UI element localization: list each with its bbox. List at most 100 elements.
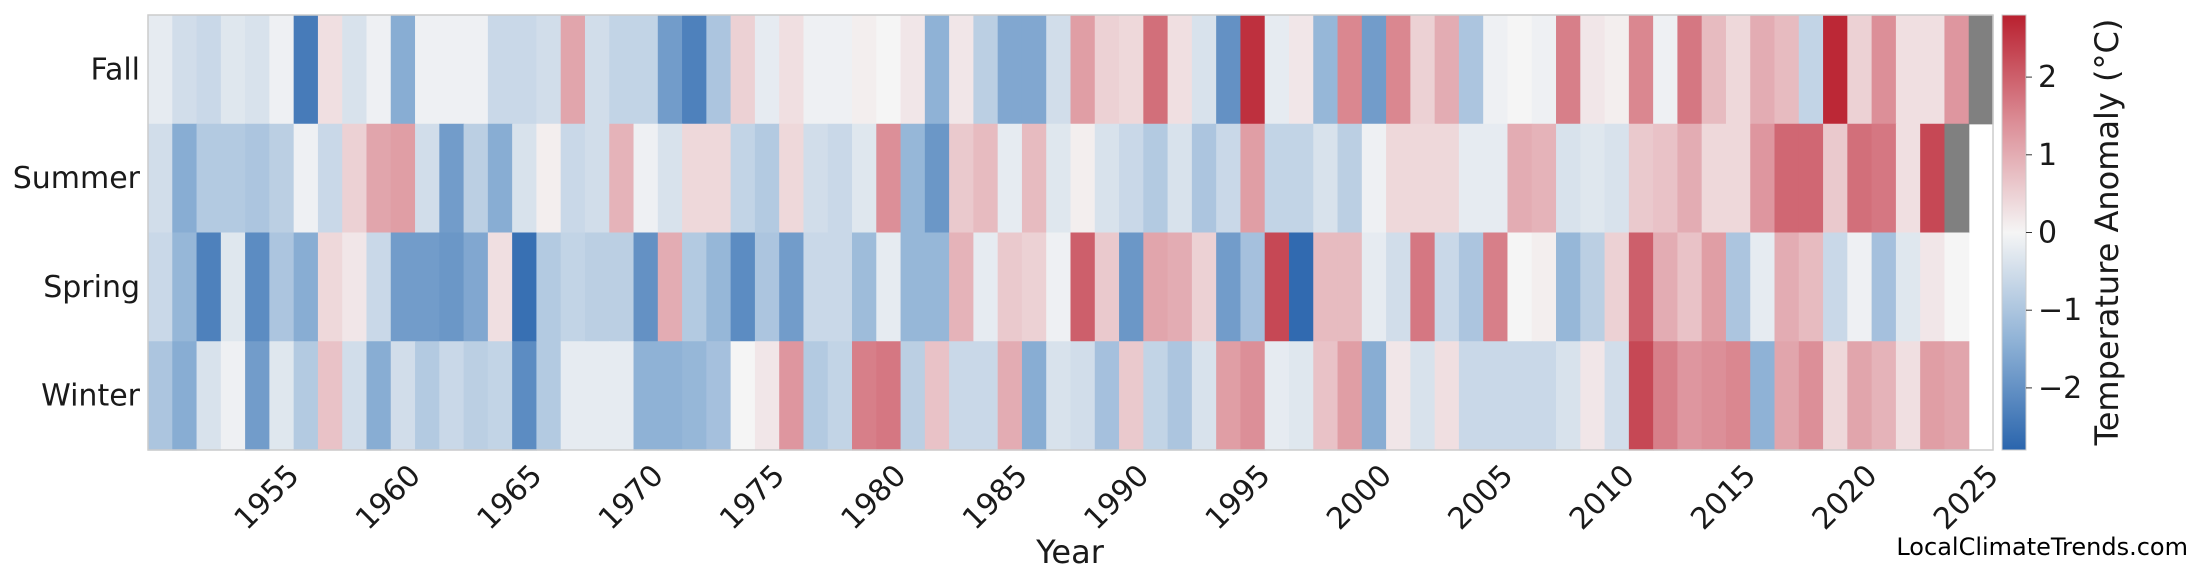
x-tick-label: 1990	[1077, 458, 1156, 537]
heatmap-cell	[1386, 15, 1411, 125]
heatmap-cell	[900, 341, 926, 451]
heatmap-cell	[706, 232, 732, 342]
heatmap-cell	[1507, 341, 1533, 451]
heatmap-cell	[1240, 341, 1266, 451]
heatmap-cell	[1191, 15, 1217, 125]
row-label-summer: Summer	[13, 161, 141, 196]
heatmap-cell	[1070, 123, 1096, 234]
colorbar-tick-label: 1	[2038, 138, 2057, 173]
colorbar-label: Temperature Anomaly (°C)	[2088, 19, 2126, 447]
heatmap-cell	[1628, 341, 1654, 451]
heatmap-cell	[997, 123, 1023, 234]
heatmap-cell	[1216, 15, 1242, 125]
heatmap-cell	[1483, 15, 1509, 125]
heatmap-cell	[1847, 123, 1873, 234]
heatmap-cell	[1191, 232, 1217, 342]
watermark: LocalClimateTrends.com	[1896, 533, 2188, 561]
heatmap-cell	[900, 15, 926, 125]
heatmap-cell	[609, 123, 635, 234]
heatmap-cell	[682, 123, 707, 234]
heatmap-cell	[779, 341, 805, 451]
heatmap-cell	[973, 123, 999, 234]
heatmap-cell	[196, 15, 222, 125]
heatmap-cell	[1507, 15, 1533, 125]
heatmap-cell	[1167, 123, 1193, 234]
heatmap-cell	[1337, 232, 1363, 342]
heatmap-cell	[1823, 123, 1848, 234]
heatmap-cell	[1046, 341, 1072, 451]
heatmap-cell	[1361, 232, 1387, 342]
heatmap-cell	[1021, 15, 1047, 125]
heatmap-cell	[1556, 341, 1581, 451]
heatmap-cell	[1337, 123, 1363, 234]
heatmap-cell	[536, 341, 562, 451]
heatmap-cell	[390, 123, 416, 234]
heatmap-cell	[1216, 341, 1242, 451]
heatmap-cell	[1458, 123, 1484, 234]
heatmap-cell	[633, 232, 659, 342]
heatmap-cell	[1798, 15, 1824, 125]
heatmap-cell	[317, 232, 343, 342]
heatmap-cell	[196, 232, 222, 342]
heatmap-cell	[682, 341, 707, 451]
heatmap-cell	[1774, 341, 1800, 451]
x-tick-label: 1955	[228, 458, 307, 537]
heatmap-cell	[1337, 341, 1363, 451]
heatmap-cell	[463, 15, 489, 125]
heatmap-cell	[633, 15, 659, 125]
heatmap-cell	[1774, 15, 1800, 125]
heatmap-cell	[172, 15, 198, 125]
heatmap-cell	[973, 15, 999, 125]
heatmap-cell	[1386, 341, 1411, 451]
heatmap-cell	[1531, 232, 1557, 342]
heatmap-cell	[487, 232, 513, 342]
heatmap-cell	[536, 15, 562, 125]
heatmap-cell	[1458, 232, 1484, 342]
heatmap-cell	[949, 15, 974, 125]
heatmap-cell	[1264, 232, 1290, 342]
heatmap-cell	[1701, 123, 1727, 234]
heatmap-cell	[876, 123, 902, 234]
heatmap-cell	[584, 232, 610, 342]
heatmap-cell	[754, 15, 780, 125]
heatmap-cell	[293, 15, 319, 125]
heatmap-cell	[657, 15, 683, 125]
heatmap-cell	[1725, 341, 1751, 451]
heatmap-cell	[196, 341, 222, 451]
heatmap-cell	[1386, 123, 1411, 234]
heatmap-cell	[1143, 15, 1169, 125]
heatmap-cell	[439, 123, 465, 234]
heatmap-cell	[317, 123, 343, 234]
heatmap-cell	[1410, 123, 1436, 234]
heatmap-cell	[1750, 15, 1776, 125]
heatmap-cell	[390, 232, 416, 342]
heatmap-cell	[1774, 123, 1800, 234]
heatmap-cell	[1823, 15, 1848, 125]
heatmap-cell	[1701, 232, 1727, 342]
colorbar-tick-label: 2	[2038, 60, 2057, 95]
heatmap-cell	[827, 232, 853, 342]
plot-frame	[147, 14, 1994, 451]
row-label-winter: Winter	[41, 379, 141, 414]
heatmap-cell	[779, 15, 805, 125]
heatmap-cell	[997, 232, 1023, 342]
heatmap-cell	[730, 15, 756, 125]
heatmap-cell	[1410, 232, 1436, 342]
heatmap-cell	[1410, 341, 1436, 451]
heatmap-cell	[1604, 341, 1630, 451]
colorbar-tick-label: −2	[2038, 371, 2082, 406]
heatmap-cell	[148, 15, 173, 125]
heatmap-cell	[1556, 232, 1581, 342]
heatmap-cell	[1434, 15, 1460, 125]
heatmap-cell	[1677, 15, 1703, 125]
x-tick-label: 2025	[1927, 458, 2006, 537]
heatmap-cell	[1653, 123, 1679, 234]
heatmap-cell	[1458, 341, 1484, 451]
heatmap-cell	[245, 341, 270, 451]
heatmap-cell	[827, 123, 853, 234]
heatmap-cell	[1240, 232, 1266, 342]
heatmap-cell	[1798, 123, 1824, 234]
heatmap-cell	[1361, 341, 1387, 451]
heatmap-cell	[1167, 232, 1193, 342]
